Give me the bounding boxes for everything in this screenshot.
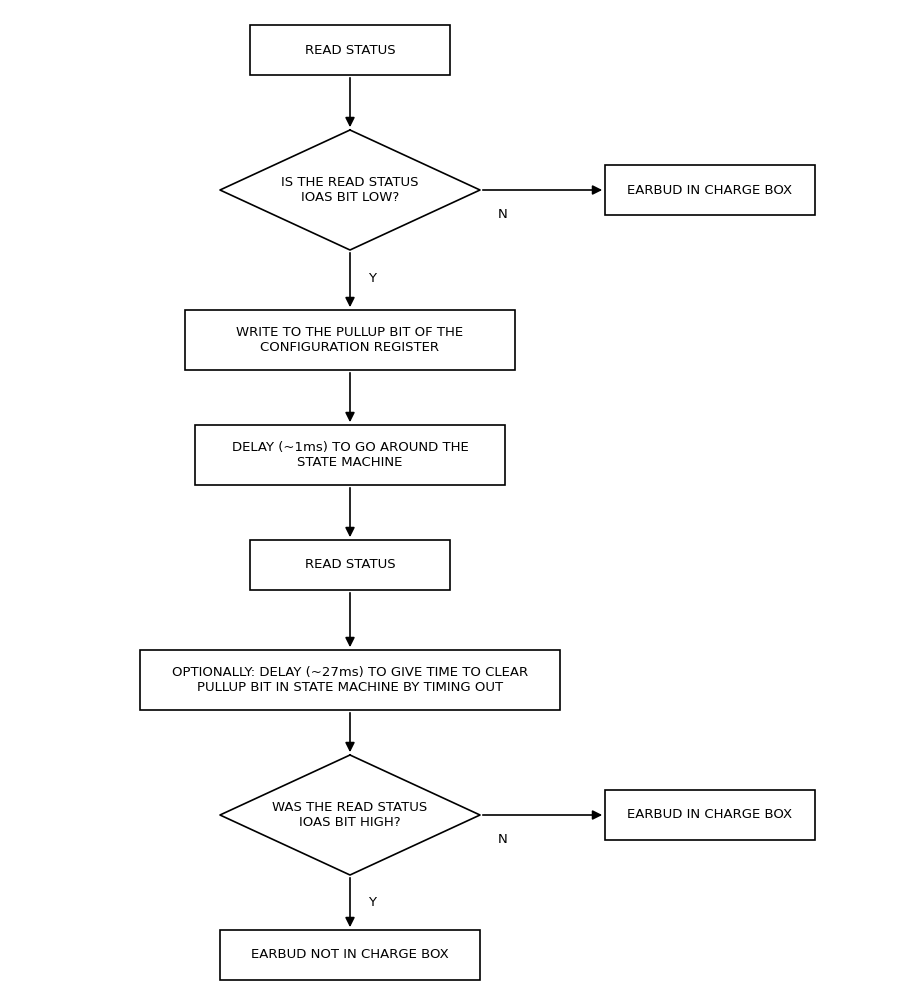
Text: EARBUD IN CHARGE BOX: EARBUD IN CHARGE BOX: [627, 808, 793, 822]
Text: DELAY (~1ms) TO GO AROUND THE
STATE MACHINE: DELAY (~1ms) TO GO AROUND THE STATE MACH…: [231, 441, 468, 469]
FancyBboxPatch shape: [220, 930, 480, 980]
Text: N: N: [498, 208, 508, 221]
Text: OPTIONALLY: DELAY (~27ms) TO GIVE TIME TO CLEAR
PULLUP BIT IN STATE MACHINE BY T: OPTIONALLY: DELAY (~27ms) TO GIVE TIME T…: [172, 666, 528, 694]
Text: READ STATUS: READ STATUS: [305, 43, 395, 56]
Text: READ STATUS: READ STATUS: [305, 558, 395, 572]
FancyBboxPatch shape: [250, 540, 450, 590]
Text: Y: Y: [368, 896, 376, 910]
Text: Y: Y: [368, 271, 376, 284]
Text: WRITE TO THE PULLUP BIT OF THE
CONFIGURATION REGISTER: WRITE TO THE PULLUP BIT OF THE CONFIGURA…: [237, 326, 464, 354]
Polygon shape: [220, 130, 480, 250]
FancyBboxPatch shape: [185, 310, 515, 370]
FancyBboxPatch shape: [250, 25, 450, 75]
Text: EARBUD NOT IN CHARGE BOX: EARBUD NOT IN CHARGE BOX: [251, 948, 449, 962]
Text: WAS THE READ STATUS
IOAS BIT HIGH?: WAS THE READ STATUS IOAS BIT HIGH?: [273, 801, 428, 829]
FancyBboxPatch shape: [605, 790, 815, 840]
FancyBboxPatch shape: [195, 425, 505, 485]
Text: N: N: [498, 833, 508, 846]
Polygon shape: [220, 755, 480, 875]
FancyBboxPatch shape: [140, 650, 560, 710]
Text: IS THE READ STATUS
IOAS BIT LOW?: IS THE READ STATUS IOAS BIT LOW?: [281, 176, 418, 204]
Text: EARBUD IN CHARGE BOX: EARBUD IN CHARGE BOX: [627, 184, 793, 196]
FancyBboxPatch shape: [605, 165, 815, 215]
